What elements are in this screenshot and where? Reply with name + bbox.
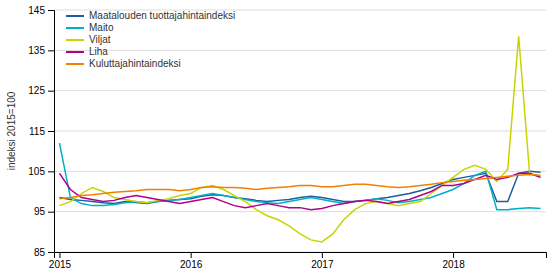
legend-item: Maatalouden tuottajahintaindeksi (66, 10, 235, 21)
grid-line (54, 50, 546, 51)
tick-label: 85 (34, 247, 46, 258)
tick-mark (59, 252, 60, 258)
plot-area (59, 36, 540, 242)
grid-line (54, 90, 546, 91)
tick-label: 95 (34, 206, 46, 217)
chart: 85 95 105 115 125 135 145 2015 2016 2017 2018 indek… (0, 0, 560, 276)
tick-label: 2016 (180, 259, 203, 270)
tick-label: 145 (28, 5, 45, 16)
legend-item: Kuluttajahintaindeksi (66, 58, 181, 69)
tick-mark (191, 252, 192, 258)
legend-label: Maatalouden tuottajahintaindeksi (89, 10, 235, 21)
tick: 85 (34, 247, 54, 258)
tick: 115 (29, 126, 54, 137)
tick-mark (453, 252, 454, 258)
grid-line (54, 211, 546, 212)
tick-label: 125 (28, 85, 45, 96)
tick: 95 (34, 206, 54, 217)
tick: 2015 (49, 252, 72, 270)
tick-label: 105 (28, 166, 45, 177)
legend-label: Kuluttajahintaindeksi (89, 58, 181, 69)
tick-mark (48, 50, 54, 51)
legend-swatch (66, 27, 84, 29)
legend-label: Maito (89, 22, 114, 33)
series-line (59, 143, 540, 210)
legend-label: Liha (89, 46, 108, 57)
grid-line (54, 131, 546, 132)
legend-item: Liha (66, 46, 108, 57)
tick-mark (48, 10, 54, 11)
legend-label: Viljat (89, 34, 111, 45)
tick-mark (48, 131, 54, 132)
series-line (59, 173, 540, 209)
tick-label: 135 (28, 45, 45, 56)
tick-mark (48, 91, 54, 92)
legend-swatch (66, 51, 84, 53)
grid-line (54, 171, 546, 172)
tick-label: 2015 (49, 259, 72, 270)
series-line (59, 36, 540, 242)
legend: Maatalouden tuottajahintaindeksiMaitoVil… (66, 10, 235, 69)
grid (54, 10, 546, 252)
y-axis: 85 95 105 115 125 135 145 (28, 5, 54, 258)
x-axis: 2015 2016 2017 2018 (49, 252, 547, 270)
tick: 125 (28, 85, 54, 96)
legend-swatch (66, 39, 84, 41)
legend-swatch (66, 15, 84, 17)
series-line (59, 175, 540, 199)
tick-mark (48, 212, 54, 213)
tick-mark (48, 252, 54, 253)
legend-item: Viljat (66, 34, 111, 45)
tick-label: 2018 (442, 259, 465, 270)
tick: 105 (28, 166, 54, 177)
tick-mark (48, 171, 54, 172)
axis-line (48, 11, 55, 253)
tick: 2018 (442, 252, 465, 270)
legend-swatch (66, 63, 84, 65)
tick-label: 115 (29, 126, 45, 137)
y-axis-title: indeksi 2015=100 (6, 91, 17, 170)
tick: 145 (28, 5, 54, 16)
tick-label: 2017 (311, 259, 334, 270)
tick: 135 (28, 45, 54, 56)
tick: 2016 (180, 252, 203, 270)
tick-mark (322, 252, 323, 258)
axis-line (55, 253, 547, 259)
tick: 2017 (311, 252, 334, 270)
legend-item: Maito (66, 22, 114, 33)
series-line (59, 171, 540, 203)
